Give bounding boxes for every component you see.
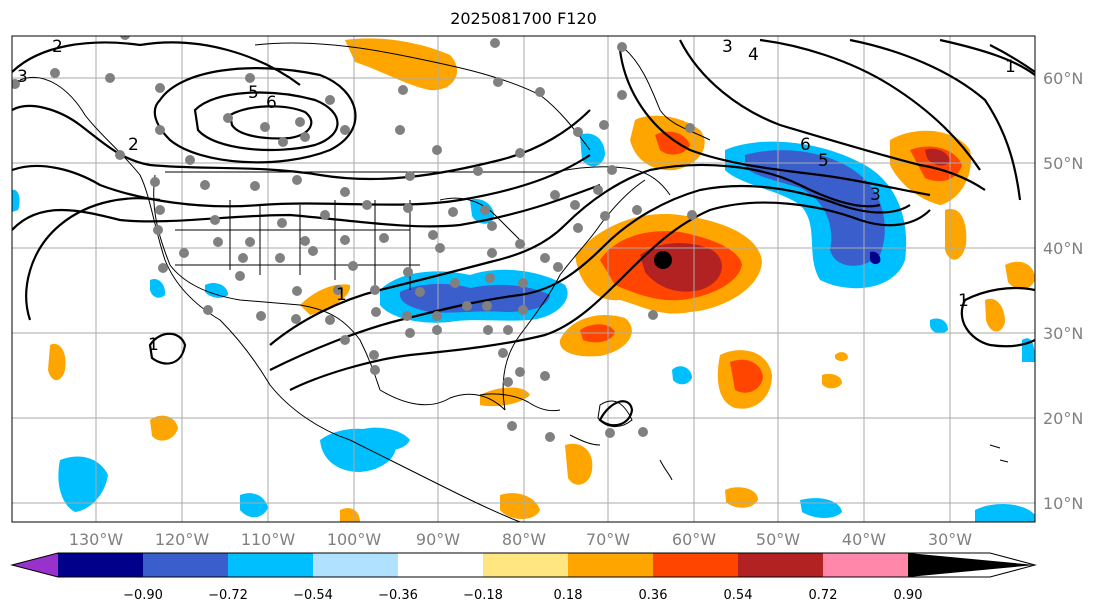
colorbar-tick-label: −0.54	[293, 588, 333, 603]
storm-center-marker	[654, 251, 672, 269]
contour-label: 4	[748, 45, 759, 65]
contour-label: 2	[52, 37, 63, 57]
colorbar-tick-label: 0.72	[809, 588, 838, 603]
colorbar-segment-7	[568, 553, 653, 577]
contour-label: 5	[818, 151, 829, 171]
lon-label: 70°W	[586, 530, 630, 549]
colorbar-segment-8	[653, 553, 738, 577]
colorbar-tick-label: −0.72	[208, 588, 248, 603]
lat-label: 50°N	[1043, 154, 1083, 173]
lon-label: 50°W	[756, 530, 800, 549]
lon-label: 120°W	[155, 530, 210, 549]
colorbar-tick-label: −0.36	[378, 588, 418, 603]
lat-lon-grid	[12, 36, 1035, 522]
colorbar-segment-11	[908, 553, 1035, 577]
colorbar-tick-label: 0.54	[724, 588, 753, 603]
colorbar-segment-5	[398, 553, 483, 577]
contour-label: 1	[958, 291, 969, 311]
colorbar-segment-9	[738, 553, 823, 577]
contour-label: 3	[17, 67, 28, 87]
contour-label: 3	[722, 37, 733, 57]
lat-label: 10°N	[1043, 494, 1083, 513]
colorbar-segment-3	[228, 553, 313, 577]
observation-stations	[12, 36, 697, 442]
lon-label: 80°W	[502, 530, 546, 549]
colorbar-labels: −0.90 −0.72 −0.54 −0.36 −0.18 0.18 0.36 …	[123, 588, 922, 603]
colorbar-tick-label: 0.90	[894, 588, 923, 603]
lon-label: 100°W	[327, 530, 382, 549]
contour-label: 6	[800, 135, 811, 155]
lon-label: 130°W	[69, 530, 124, 549]
colorbar-segment-2	[143, 553, 228, 577]
contour-label: 1	[1005, 57, 1016, 77]
contour-label: 1	[148, 335, 159, 355]
lat-label: 60°N	[1043, 69, 1083, 88]
colorbar-outline	[10, 552, 1037, 578]
colorbar-tick-label: −0.18	[463, 588, 503, 603]
longitude-labels: 130°W 120°W 110°W 100°W 90°W 80°W 70°W 6…	[69, 530, 972, 549]
lat-label: 30°N	[1043, 324, 1083, 343]
colorbar-segment-0	[12, 553, 58, 577]
lon-label: 60°W	[672, 530, 716, 549]
colorbar-segment-4	[313, 553, 398, 577]
map-frame	[11, 35, 1036, 523]
map-title: 2025081700 F120	[450, 9, 597, 28]
contour-labels: 2 3 5 6 2 1 1 3 4 1 6 5 3 1	[17, 37, 1016, 355]
contour-label: 5	[248, 83, 259, 103]
colorbar-segment-1	[58, 553, 143, 577]
contour-label: 6	[266, 93, 277, 113]
height-contours	[12, 38, 1035, 427]
coastlines	[19, 42, 1009, 522]
colorbar-segment-10	[823, 553, 908, 577]
colorbar-tick-label: 0.36	[639, 588, 668, 603]
lon-label: 30°W	[928, 530, 972, 549]
latitude-labels: 60°N 50°N 40°N 30°N 20°N 10°N	[1043, 69, 1083, 513]
lat-label: 20°N	[1043, 409, 1083, 428]
colorbar-segment-6	[483, 553, 568, 577]
contour-label: 1	[336, 285, 347, 305]
colorbar	[10, 552, 1037, 578]
colorbar-tick-label: 0.18	[554, 588, 583, 603]
lon-label: 90°W	[416, 530, 460, 549]
contour-label: 2	[128, 135, 139, 155]
contour-label: 3	[870, 185, 881, 205]
colorbar-tick-label: −0.90	[123, 588, 163, 603]
lon-label: 110°W	[241, 530, 296, 549]
lat-label: 40°N	[1043, 239, 1083, 258]
lon-label: 40°W	[842, 530, 886, 549]
